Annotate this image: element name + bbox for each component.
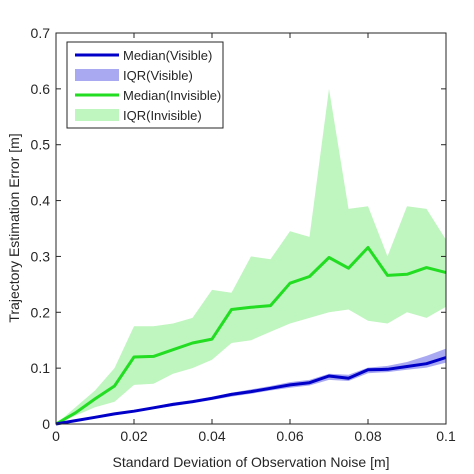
y-tick-label: 0.6 xyxy=(31,81,51,97)
y-tick-label: 0 xyxy=(42,416,50,432)
chart-legend: Median(Visible) IQR(Visible) Median(Invisi… xyxy=(66,41,224,129)
y-axis-label: Trajectory Estimation Error [m] xyxy=(6,133,22,322)
legend-swatch-iqr-invisible xyxy=(75,109,119,121)
y-tick-label: 0.2 xyxy=(31,304,51,320)
ticks-layer: 0 0.02 0.04 0.06 0.08 0.1 0 0.1 0.2 0.3 0.4 0.5 0.6 0… xyxy=(31,25,456,444)
legend-swatch-iqr-visible xyxy=(75,69,119,81)
axes-layer xyxy=(55,32,447,425)
y-tick-label: 0.7 xyxy=(31,25,51,41)
median-lines-layer xyxy=(55,246,447,426)
legend-label-median-visible: Median(Visible) xyxy=(123,48,212,63)
y-tick-label: 0.5 xyxy=(31,137,51,153)
x-tick-label: 0.1 xyxy=(436,428,456,444)
band-iqr-invisible xyxy=(56,88,446,425)
line-median-visible xyxy=(55,356,447,426)
x-tick-label: 0 xyxy=(52,428,60,444)
legend-label-iqr-visible: IQR(Visible) xyxy=(123,68,193,83)
iqr-bands-layer xyxy=(56,88,446,425)
legend-label-iqr-invisible: IQR(Invisible) xyxy=(123,108,202,123)
x-tick-label: 0.02 xyxy=(120,428,147,444)
legend-label-median-invisible: Median(Invisible) xyxy=(123,88,221,103)
plot-frame xyxy=(55,32,447,425)
x-axis-label: Standard Deviation of Observation Noise … xyxy=(112,454,389,470)
x-tick-label: 0.06 xyxy=(276,428,303,444)
x-tick-label: 0.04 xyxy=(198,428,225,444)
y-tick-label: 0.1 xyxy=(31,360,51,376)
y-tick-label: 0.3 xyxy=(31,248,51,264)
y-tick-label: 0.4 xyxy=(31,193,51,209)
x-tick-label: 0.08 xyxy=(354,428,381,444)
line-median-invisible xyxy=(55,246,447,426)
